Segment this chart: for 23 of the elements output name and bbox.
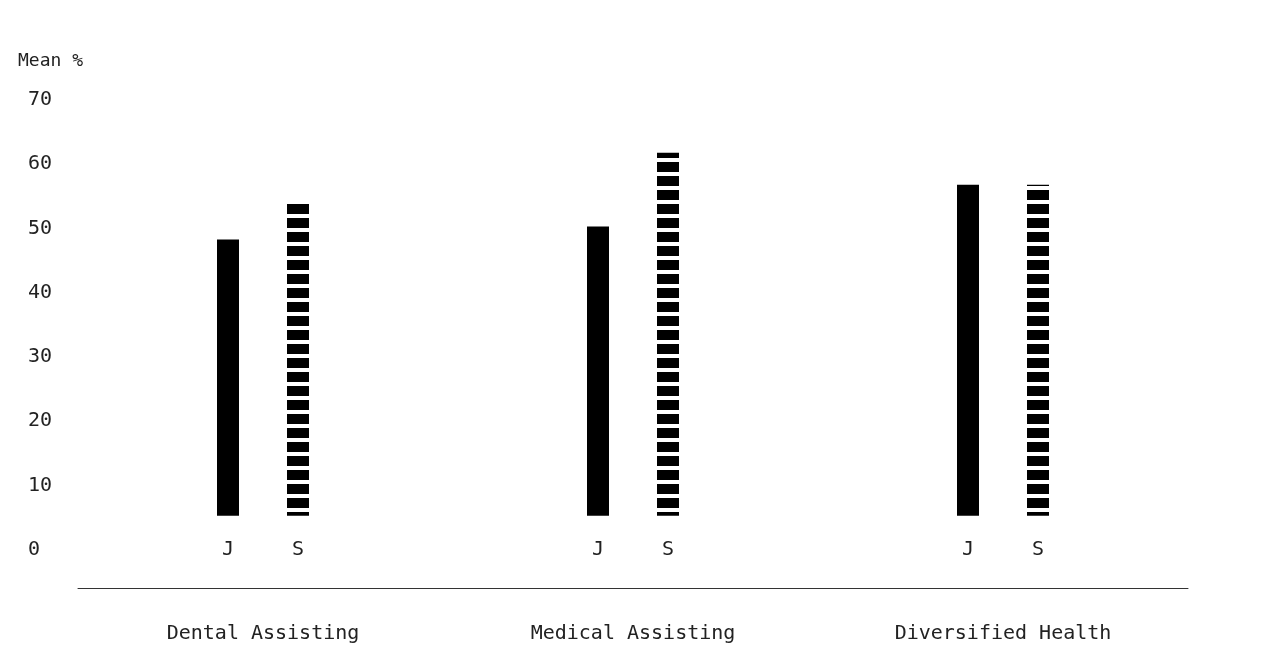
bar bbox=[217, 239, 239, 516]
y-tick-label: 50 bbox=[28, 214, 53, 239]
y-tick-label: 60 bbox=[28, 150, 53, 175]
text: S bbox=[661, 536, 675, 560]
bar bbox=[957, 184, 979, 516]
bar bbox=[587, 226, 609, 516]
text: S bbox=[1031, 536, 1045, 560]
y-tick-label: 40 bbox=[28, 278, 53, 303]
series-label: S bbox=[291, 536, 305, 560]
bar bbox=[1027, 184, 1049, 516]
y-axis-title: Mean % bbox=[18, 48, 84, 70]
y-tick-label: 30 bbox=[28, 343, 53, 368]
y-tick-label: 10 bbox=[28, 471, 53, 496]
y-tick-label: 0 bbox=[28, 536, 41, 560]
y-tick-label: 20 bbox=[28, 407, 53, 432]
series-label: J bbox=[221, 536, 235, 560]
text: J bbox=[961, 536, 975, 560]
x-tick-label: Medical Assisting bbox=[530, 620, 736, 644]
y-tick-label: 70 bbox=[28, 86, 53, 110]
bar bbox=[657, 152, 679, 516]
x-tick-label: Dental Assisting bbox=[166, 620, 360, 644]
x-tick-label: Diversified Health bbox=[894, 620, 1112, 644]
text: J bbox=[591, 536, 605, 560]
